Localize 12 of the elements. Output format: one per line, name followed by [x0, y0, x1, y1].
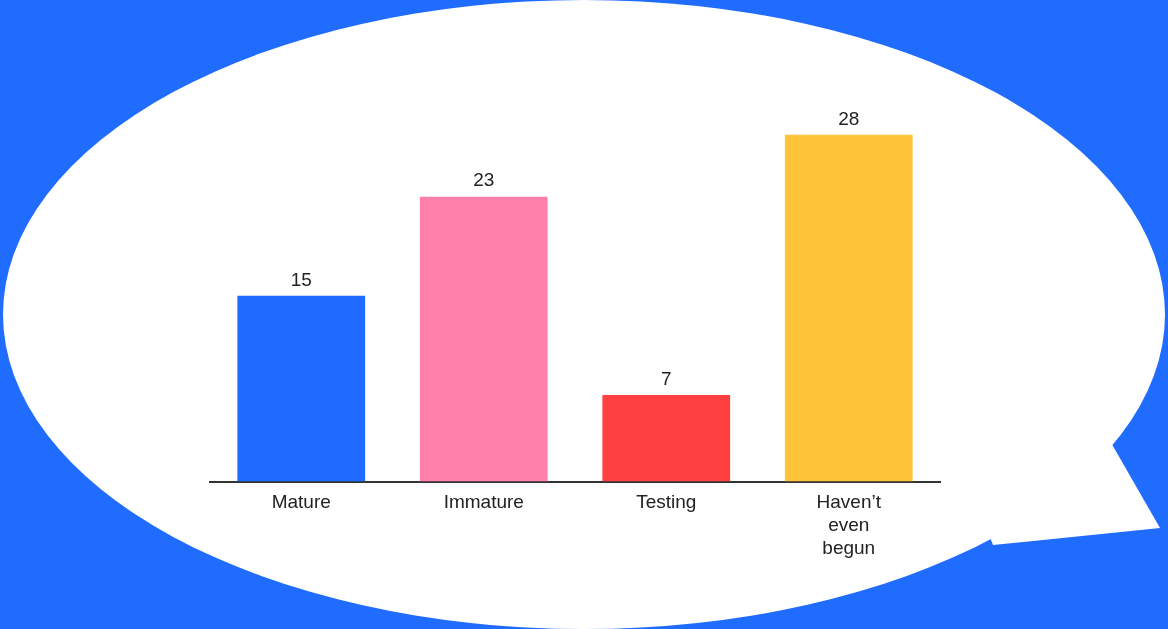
- x-tick-label: Haven’t even begun: [816, 491, 882, 558]
- bar: [602, 394, 731, 482]
- bar: [237, 295, 366, 482]
- data-label: 23: [473, 169, 495, 191]
- x-tick-label: Testing: [636, 491, 697, 513]
- x-tick-label: Mature: [271, 491, 331, 513]
- x-tick-label: Immature: [443, 491, 524, 513]
- data-label: 28: [838, 107, 860, 129]
- bar: [784, 134, 913, 482]
- data-label: 7: [660, 367, 672, 389]
- bar: [419, 196, 548, 482]
- data-label: 15: [290, 268, 312, 290]
